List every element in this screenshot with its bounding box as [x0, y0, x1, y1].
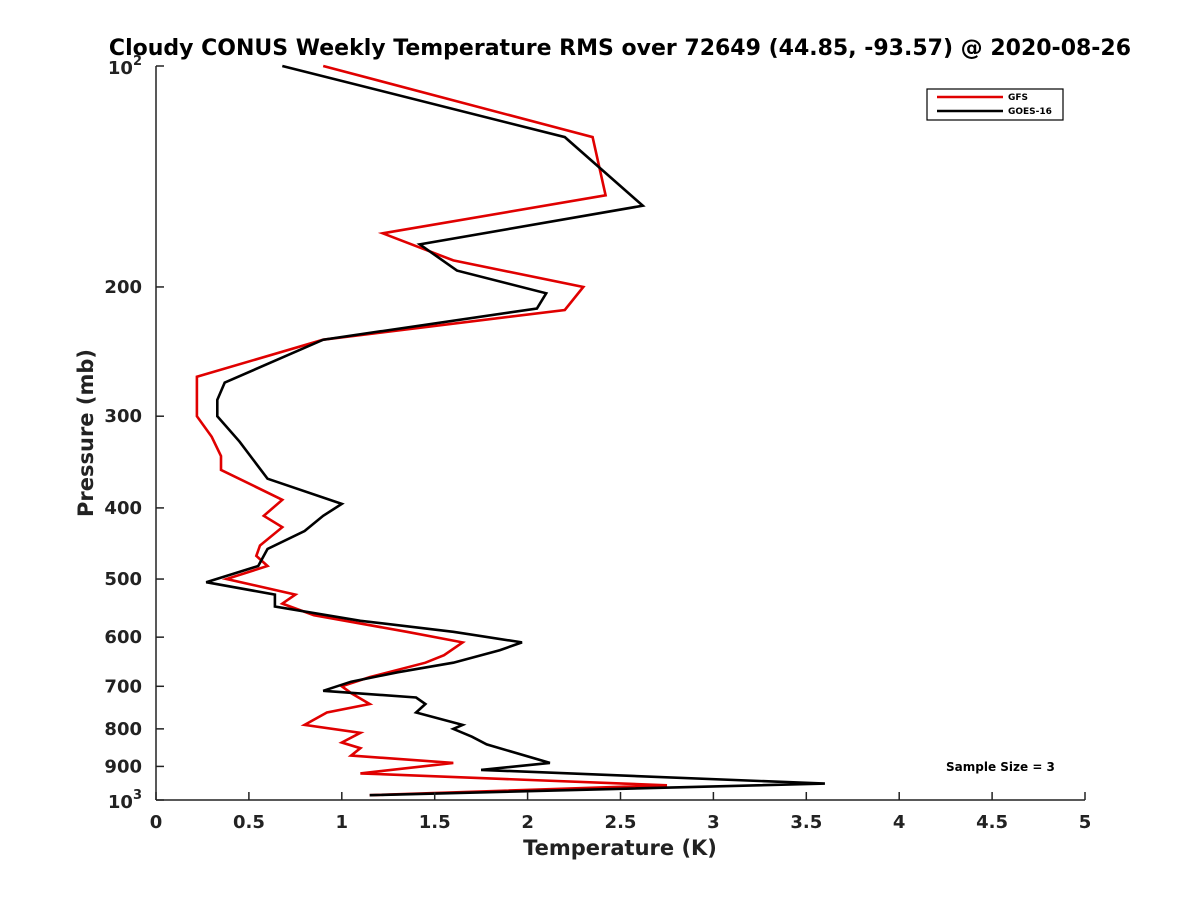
plot-area	[155, 64, 1085, 801]
y-tick-label: 103	[108, 788, 142, 813]
y-tick-label: 300	[104, 406, 142, 427]
y-axis-label: Pressure (mb)	[74, 349, 98, 517]
x-tick-label: 3.5	[790, 812, 822, 833]
legend-box	[926, 88, 1064, 121]
x-tick-label: 2	[521, 812, 534, 833]
x-tick-label: 3	[707, 812, 720, 833]
y-tick-label: 500	[104, 569, 142, 590]
y-tick-label: 400	[104, 498, 142, 519]
x-axis-label: Temperature (K)	[523, 836, 717, 860]
x-tick-label: 1	[336, 812, 349, 833]
sample-size-annotation: Sample Size = 3	[946, 760, 1055, 774]
plot-background	[156, 66, 1085, 800]
x-axis-ticks: 0 0.5 1 1.5 2 2.5 3 3.5 4 4.5 5	[150, 792, 1092, 833]
legend-label-goes16: GOES-16	[1008, 107, 1052, 117]
y-axis-ticks: 102 200 300 400 500 600 700 800 900 103	[104, 54, 164, 813]
y-tick-label: 700	[104, 676, 142, 697]
legend-label-gfs: GFS	[1008, 93, 1028, 103]
x-tick-label: 4.5	[976, 812, 1008, 833]
x-tick-label: 0.5	[233, 812, 265, 833]
x-tick-label: 1.5	[419, 812, 451, 833]
series-layer	[195, 64, 825, 797]
x-tick-label: 5	[1079, 812, 1092, 833]
y-tick-label: 600	[104, 627, 142, 648]
y-tick-label: 102	[108, 54, 142, 79]
chart-title: Cloudy CONUS Weekly Temperature RMS over…	[109, 36, 1131, 61]
x-tick-label: 2.5	[605, 812, 637, 833]
legend: GFS GOES-16	[926, 88, 1064, 121]
series-line-goes-16	[205, 64, 825, 797]
x-tick-label: 4	[893, 812, 906, 833]
y-tick-label: 900	[104, 756, 142, 777]
x-tick-label: 0	[150, 812, 163, 833]
y-tick-label: 200	[104, 277, 142, 298]
y-tick-label: 800	[104, 719, 142, 740]
